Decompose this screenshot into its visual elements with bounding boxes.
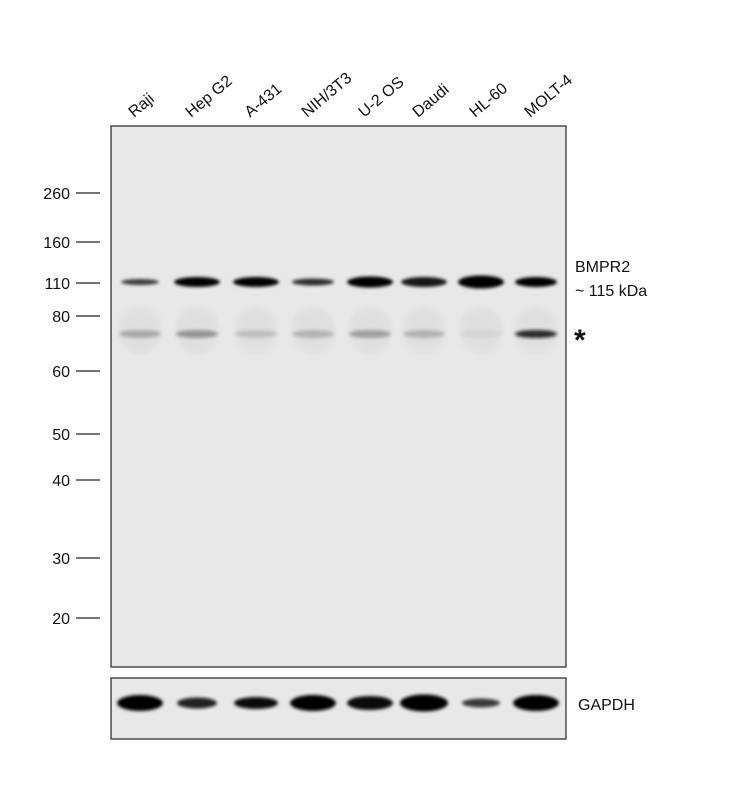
marker-label: 50: [52, 427, 70, 444]
band: [403, 330, 445, 338]
band: [462, 698, 500, 708]
lane-label: MOLT-4: [522, 72, 576, 121]
band: [513, 695, 559, 711]
marker-label: 40: [52, 473, 70, 490]
band: [349, 330, 391, 338]
main-blot: [110, 125, 567, 668]
band: [515, 277, 557, 287]
band: [176, 330, 218, 338]
band: [515, 330, 557, 338]
band: [347, 276, 393, 288]
marker-label: 80: [52, 309, 70, 326]
target-size: ~ 115 kDa: [575, 283, 647, 300]
lane-label: NIH/3T3: [299, 70, 356, 121]
lane-label: Hep G2: [183, 73, 236, 122]
band: [117, 695, 163, 711]
band: [121, 279, 159, 285]
band: [460, 330, 502, 338]
marker-label: 60: [52, 364, 70, 381]
nonspecific-mark: *: [574, 324, 586, 357]
lane-label: Raji: [126, 90, 158, 121]
band: [233, 277, 279, 287]
band: [292, 278, 334, 286]
gapdh-blot: [110, 677, 567, 740]
marker-label: 160: [43, 235, 70, 252]
band: [290, 695, 336, 711]
marker-label: 30: [52, 551, 70, 568]
band: [234, 697, 278, 709]
band: [458, 275, 504, 289]
target-name: BMPR2: [575, 259, 630, 276]
band: [400, 694, 448, 712]
band: [235, 330, 277, 338]
band: [174, 277, 220, 287]
band: [347, 696, 393, 710]
band: [177, 697, 217, 709]
marker-label: 110: [44, 276, 70, 293]
band: [119, 330, 161, 338]
lane-label: HL-60: [467, 80, 511, 121]
band: [292, 330, 334, 338]
lane-label: U-2 OS: [356, 74, 408, 121]
loading-control-label: GAPDH: [578, 697, 635, 714]
band: [401, 277, 447, 287]
marker-label: 20: [52, 611, 70, 628]
lane-label: A-431: [242, 81, 286, 122]
marker-label: 260: [43, 186, 70, 203]
lane-label: Daudi: [410, 81, 453, 121]
